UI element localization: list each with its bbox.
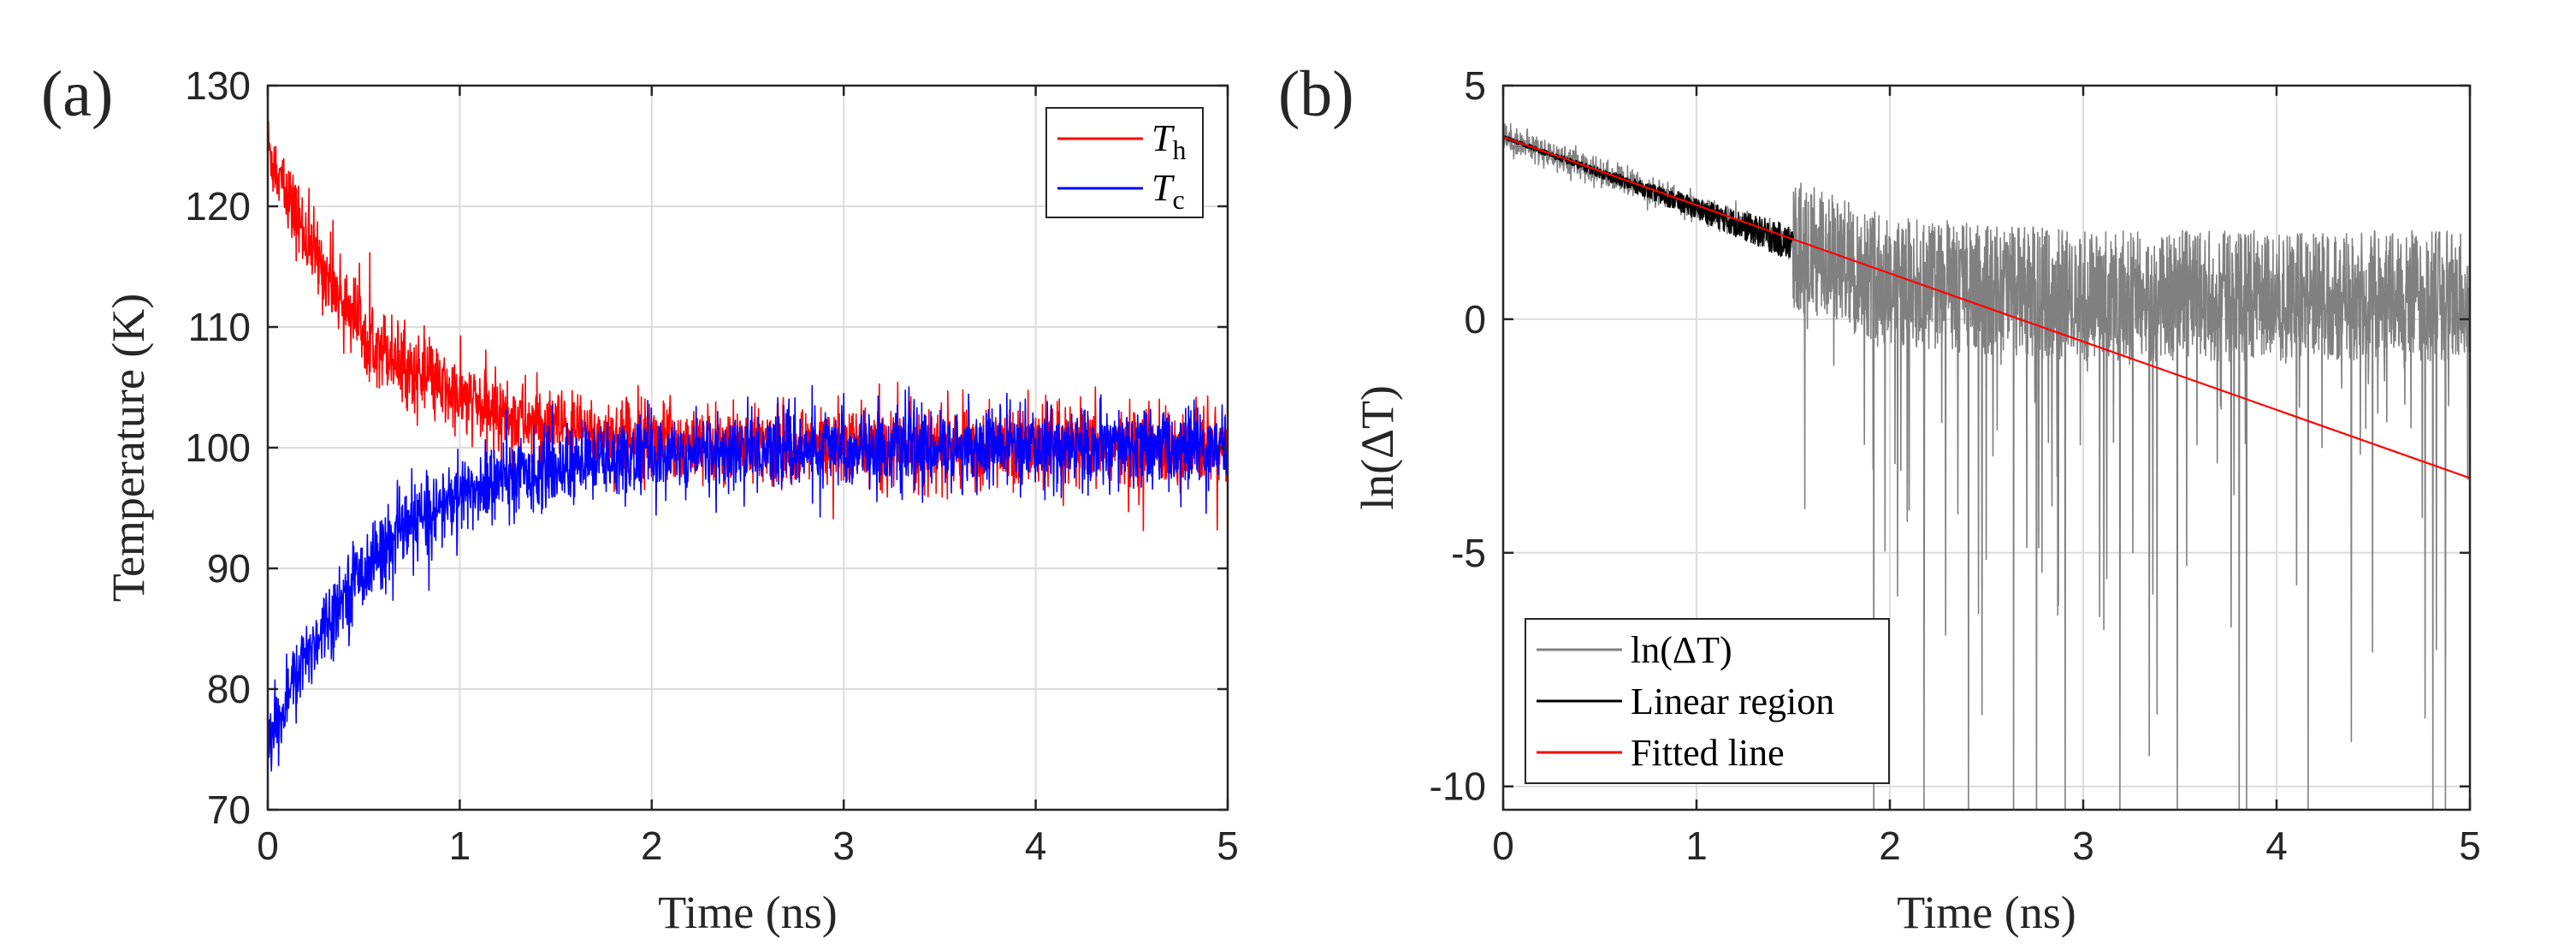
legend-label-linear-region: Linear region [1631, 681, 1834, 722]
y-tick-label: 100 [185, 425, 251, 470]
x-tick-label: 4 [2265, 823, 2288, 868]
panel-b-ticks [1501, 84, 2472, 810]
panel-b-legend: ln(ΔT) Linear region Fitted line [1525, 618, 1890, 784]
panel-b-y-axis-label: ln(ΔT) [1352, 385, 1403, 510]
panel-a-ticks [266, 84, 1229, 811]
x-tick-label: 0 [1492, 823, 1514, 868]
panel-b-y-axis-label-text: ln(ΔT) [1352, 385, 1403, 510]
legend-label-fitted-line: Fitted line [1631, 732, 1785, 774]
panel-b-x-tick-labels: 0 1 2 3 4 5 [1492, 823, 2481, 868]
x-tick-label: 2 [641, 823, 663, 868]
x-tick-label: 2 [1879, 823, 1901, 868]
x-tick-label: 0 [257, 823, 279, 868]
panel-a-y-axis-label: Temperature (K) [103, 294, 154, 603]
legend-t-c-symbol: T [1152, 167, 1175, 209]
y-tick-label: -5 [1451, 531, 1486, 575]
legend-t-c-subscript: c [1172, 184, 1184, 215]
series-line-b-2 [1502, 135, 2471, 479]
panel-a-x-tick-labels: 0 1 2 3 4 5 [257, 823, 1239, 868]
panel-b-y-tick-labels: -10 -5 0 5 [1430, 63, 1486, 809]
y-tick-label: 120 [185, 184, 251, 229]
legend-t-h-symbol: T [1152, 117, 1175, 159]
panel-b-series [1502, 122, 2471, 811]
series-line-a-1 [267, 384, 1229, 781]
x-tick-label: 5 [1217, 823, 1239, 868]
panel-a-label: (a) [41, 58, 113, 130]
y-tick-label: 70 [207, 788, 251, 832]
panel-a-legend: Th Tc [1045, 107, 1204, 218]
x-tick-label: 1 [449, 823, 471, 868]
panel-b-x-axis-label: Time (ns) [1897, 887, 2076, 938]
y-tick-label: -10 [1430, 764, 1486, 809]
x-tick-label: 1 [1685, 823, 1708, 868]
x-tick-label: 3 [2072, 823, 2094, 868]
panel-a-x-axis-label: Time (ns) [658, 887, 838, 938]
panel-a-legend-box [1045, 107, 1204, 218]
panel-b-label: (b) [1278, 58, 1354, 130]
y-tick-label: 5 [1464, 63, 1486, 108]
legend-label-ln-delta-t: ln(ΔT) [1631, 629, 1732, 671]
x-tick-label: 4 [1025, 823, 1047, 868]
y-tick-label: 110 [188, 305, 251, 349]
panel-a-series [267, 121, 1229, 781]
x-tick-label: 3 [832, 823, 855, 868]
panel-b: (b) -10 -5 0 5 0 1 2 3 4 5 Time (ns) ln(ΔT) ln(Δ… [1278, 58, 2481, 938]
legend-label-t-c: Tc [1152, 167, 1185, 215]
legend-t-h-subscript: h [1172, 134, 1186, 165]
x-tick-label: 5 [2459, 823, 2481, 868]
panel-b-plot-frame [1501, 84, 2472, 811]
series-line-b-1 [1502, 135, 1794, 259]
y-tick-label: 80 [207, 667, 251, 711]
legend-label-t-h: Th [1152, 117, 1186, 165]
panel-a-y-tick-labels: 70 80 90 100 110 120 130 [185, 63, 251, 832]
y-tick-label: 90 [207, 546, 251, 591]
y-tick-label: 130 [185, 63, 251, 108]
y-tick-label: 0 [1464, 297, 1486, 342]
